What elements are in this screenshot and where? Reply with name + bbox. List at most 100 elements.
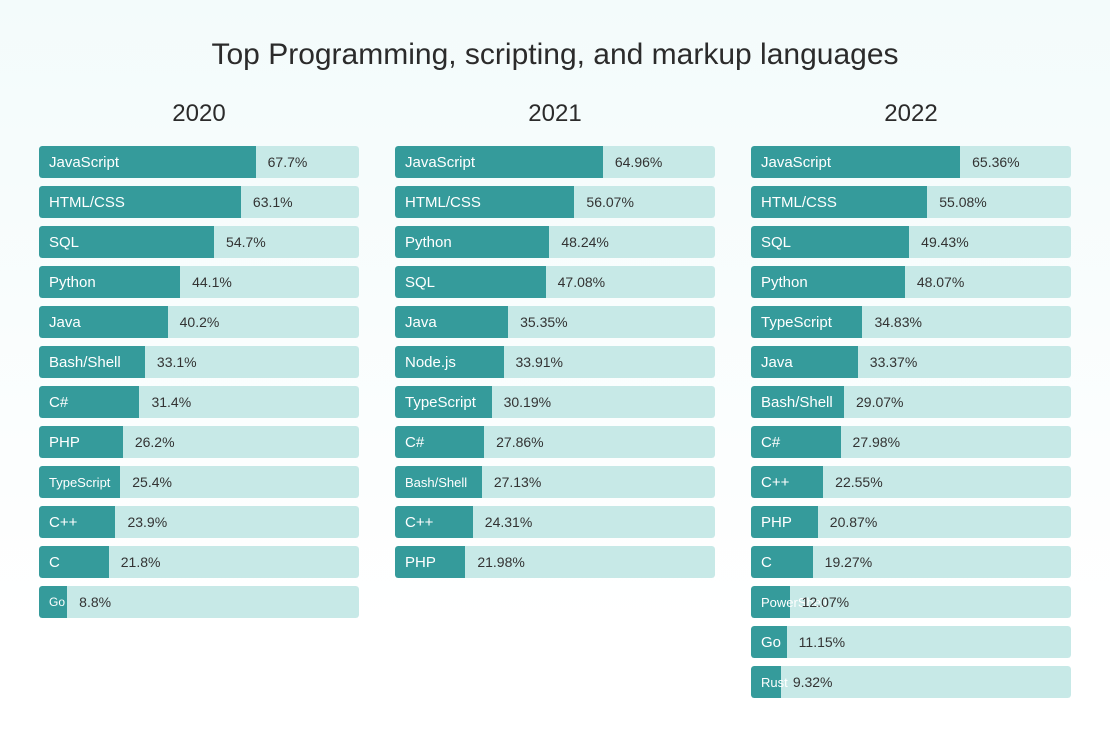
- chart-title: Top Programming, scripting, and markup l…: [0, 0, 1110, 100]
- bar-percent: 33.91%: [516, 346, 563, 378]
- bar-label: TypeScript: [49, 466, 110, 498]
- bar-label: Python: [49, 266, 96, 298]
- bar-percent: 33.1%: [157, 346, 197, 378]
- bar-label: C#: [761, 426, 780, 458]
- bar-label: PHP: [761, 506, 792, 538]
- bar-row: C++23.9%: [39, 506, 359, 538]
- bar-label: HTML/CSS: [49, 186, 125, 218]
- bar-percent: 21.8%: [121, 546, 161, 578]
- bar-row: Bash/Shell 29.07%: [751, 386, 1071, 418]
- bar-label: TypeScript: [405, 386, 476, 418]
- bar-percent: 33.37%: [870, 346, 917, 378]
- bar-percent: 21.98%: [477, 546, 524, 578]
- bar-label: JavaScript: [761, 146, 831, 178]
- bar-percent: 55.08%: [939, 186, 986, 218]
- bar-percent: 24.31%: [485, 506, 532, 538]
- year-heading: 2022: [751, 100, 1071, 128]
- bar-row: C# 27.86%: [395, 426, 715, 458]
- bar-label: Java: [405, 306, 437, 338]
- bar-label: Bash/Shell: [405, 466, 467, 498]
- bar-row: C# 31.4%: [39, 386, 359, 418]
- year-heading: 2020: [39, 100, 359, 128]
- bar-label: HTML/CSS: [405, 186, 481, 218]
- bar-percent: 47.08%: [558, 266, 605, 298]
- bar-percent: 31.4%: [151, 386, 191, 418]
- bar-label: C#: [49, 386, 68, 418]
- bar-row: Bash/Shell33.1%: [39, 346, 359, 378]
- bar-percent: 49.43%: [921, 226, 968, 258]
- bar-row: SQL54.7%: [39, 226, 359, 258]
- bar-row: Python 48.24%: [395, 226, 715, 258]
- year-column: 2021JavaScript64.96%HTML/CSS56.07%Python…: [395, 100, 715, 706]
- bar-row: PHP21.98%: [395, 546, 715, 578]
- bar-label: Bash/Shell: [761, 386, 833, 418]
- bar-label: Python: [405, 226, 452, 258]
- bar-label: C++: [761, 466, 789, 498]
- bar-label: Go: [49, 586, 65, 618]
- bar-percent: 64.96%: [615, 146, 662, 178]
- bar-percent: 48.24%: [561, 226, 608, 258]
- bar-percent: 12.07%: [802, 586, 849, 618]
- bar-percent: 22.55%: [835, 466, 882, 498]
- bar-percent: 54.7%: [226, 226, 266, 258]
- year-column: 2022 JavaScript 65.36% HTML/CSS 55.08% SQL49.…: [751, 100, 1071, 706]
- bar-percent: 65.36%: [972, 146, 1019, 178]
- bar-label: JavaScript: [49, 146, 119, 178]
- bar-percent: 27.13%: [494, 466, 541, 498]
- bar-percent: 67.7%: [268, 146, 308, 178]
- bar-percent: 34.83%: [874, 306, 921, 338]
- bar-row: C++ 22.55%: [751, 466, 1071, 498]
- bar-row: C++24.31%: [395, 506, 715, 538]
- bar-row: HTML/CSS 63.1%: [39, 186, 359, 218]
- bar-percent: 25.4%: [132, 466, 172, 498]
- bar-row: C 19.27%: [751, 546, 1071, 578]
- bar-percent: 44.1%: [192, 266, 232, 298]
- bar-row: PHP 20.87%: [751, 506, 1071, 538]
- bar-label: Node.js: [405, 346, 456, 378]
- bar-label: HTML/CSS: [761, 186, 837, 218]
- bar-row: Python 48.07%: [751, 266, 1071, 298]
- bar-label: Java: [49, 306, 81, 338]
- year-column: 2020 JavaScript 67.7% HTML/CSS 63.1% SQL54.7%…: [39, 100, 359, 706]
- bar-row: PowerShell12.07%: [751, 586, 1071, 618]
- bar-label: Rust: [761, 666, 788, 698]
- bar-label: C: [49, 546, 60, 578]
- bar-row: HTML/CSS 55.08%: [751, 186, 1071, 218]
- bar-percent: 19.27%: [825, 546, 872, 578]
- bar-label: Java: [761, 346, 793, 378]
- bar-label: C++: [49, 506, 77, 538]
- bar-row: C 21.8%: [39, 546, 359, 578]
- bar-percent: 11.15%: [799, 626, 845, 658]
- bar-label: C#: [405, 426, 424, 458]
- bar-label: PHP: [49, 426, 80, 458]
- bar-label: Python: [761, 266, 808, 298]
- bar-row: Bash/Shell 27.13%: [395, 466, 715, 498]
- bar-percent: 27.98%: [853, 426, 900, 458]
- bar-row: TypeScript34.83%: [751, 306, 1071, 338]
- bar-row: Java35.35%: [395, 306, 715, 338]
- bar-row: Python 44.1%: [39, 266, 359, 298]
- bar-percent: 9.32%: [793, 666, 833, 698]
- bar-row: TypeScript 25.4%: [39, 466, 359, 498]
- bar-row: Go 8.8%: [39, 586, 359, 618]
- bar-percent: 40.2%: [180, 306, 220, 338]
- bar-row: Java 40.2%: [39, 306, 359, 338]
- bar-row: Rust9.32%: [751, 666, 1071, 698]
- year-heading: 2021: [395, 100, 715, 128]
- bar-row: PHP26.2%: [39, 426, 359, 458]
- bar-percent: 63.1%: [253, 186, 293, 218]
- bar-label: JavaScript: [405, 146, 475, 178]
- bar-percent: 29.07%: [856, 386, 903, 418]
- bar-row: C# 27.98%: [751, 426, 1071, 458]
- bar-percent: 30.19%: [504, 386, 551, 418]
- bar-row: JavaScript 67.7%: [39, 146, 359, 178]
- bar-percent: 20.87%: [830, 506, 877, 538]
- columns-container: 2020 JavaScript 67.7% HTML/CSS 63.1% SQL54.7%…: [0, 100, 1110, 706]
- bar-percent: 27.86%: [496, 426, 543, 458]
- bar-label: C: [761, 546, 772, 578]
- bar-percent: 48.07%: [917, 266, 964, 298]
- bar-row: JavaScript 65.36%: [751, 146, 1071, 178]
- bar-percent: 8.8%: [79, 586, 111, 618]
- bar-row: SQL49.43%: [751, 226, 1071, 258]
- bar-row: Node.js 33.91%: [395, 346, 715, 378]
